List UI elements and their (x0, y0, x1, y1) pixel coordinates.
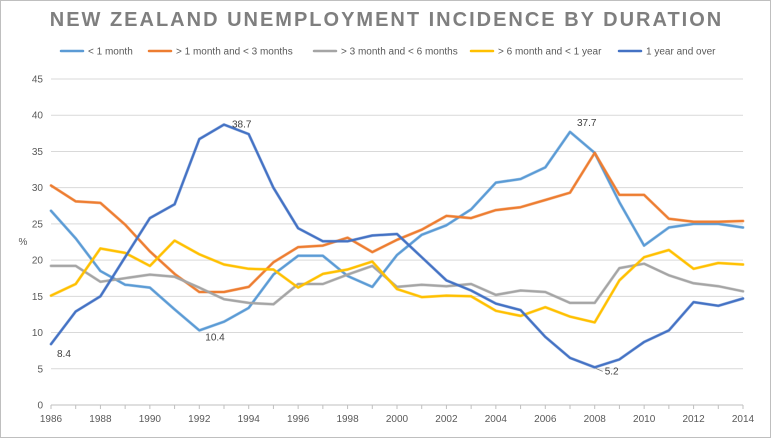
x-tick-label: 2006 (534, 414, 557, 425)
x-tick-label: 2010 (633, 414, 656, 425)
x-tick-label: 1996 (287, 414, 310, 425)
series-line (50, 151, 744, 293)
annotation-leader (595, 367, 603, 372)
legend-label: 1 year and over (646, 47, 716, 58)
legend-label: < 1 month (88, 47, 133, 58)
x-tick-label: 1992 (188, 414, 211, 425)
legend-label: > 3 month and < 6 months (341, 47, 458, 58)
x-tick-label: 1990 (139, 414, 162, 425)
data-label: 38.7 (232, 120, 252, 131)
x-tick-label: 2012 (682, 414, 705, 425)
y-tick-label: 5 (37, 364, 43, 375)
data-label: 8.4 (57, 349, 71, 360)
x-tick-label: 1994 (238, 414, 261, 425)
x-tick-label: 2014 (732, 414, 755, 425)
series-line-shadow (49, 130, 745, 332)
y-tick-label: 20 (32, 256, 44, 267)
data-label: 5.2 (605, 366, 619, 377)
series-line (50, 130, 744, 332)
x-tick-label: 1988 (89, 414, 112, 425)
legend-label: > 1 month and < 3 months (176, 47, 293, 58)
x-tick-label: 1986 (40, 414, 63, 425)
series-line (50, 262, 744, 306)
y-tick-label: 0 (37, 401, 43, 412)
x-tick-label: 2002 (435, 414, 458, 425)
series-line-shadow (49, 151, 745, 294)
y-tick-label: 35 (32, 147, 44, 158)
data-label: 10.4 (205, 333, 225, 344)
series-line (50, 239, 744, 324)
series-line-shadow (49, 123, 745, 369)
y-tick-label: 40 (32, 111, 44, 122)
y-tick-label: 15 (32, 292, 44, 303)
x-tick-label: 2008 (584, 414, 607, 425)
series-line (50, 123, 744, 369)
y-tick-label: 30 (32, 183, 44, 194)
chart-title: NEW ZEALAND UNEMPLOYMENT INCIDENCE BY DU… (49, 9, 724, 31)
x-tick-label: 1998 (336, 414, 359, 425)
legend-label: > 6 month and < 1 year (498, 47, 602, 58)
y-axis-label: % (19, 237, 28, 248)
x-tick-label: 2000 (386, 414, 409, 425)
data-label: 37.7 (577, 118, 597, 129)
y-tick-label: 10 (32, 328, 44, 339)
series-line-shadow (49, 262, 745, 306)
series-line-shadow (49, 239, 745, 324)
y-tick-label: 45 (32, 75, 44, 86)
y-tick-label: 25 (32, 219, 44, 230)
x-tick-label: 2004 (485, 414, 508, 425)
